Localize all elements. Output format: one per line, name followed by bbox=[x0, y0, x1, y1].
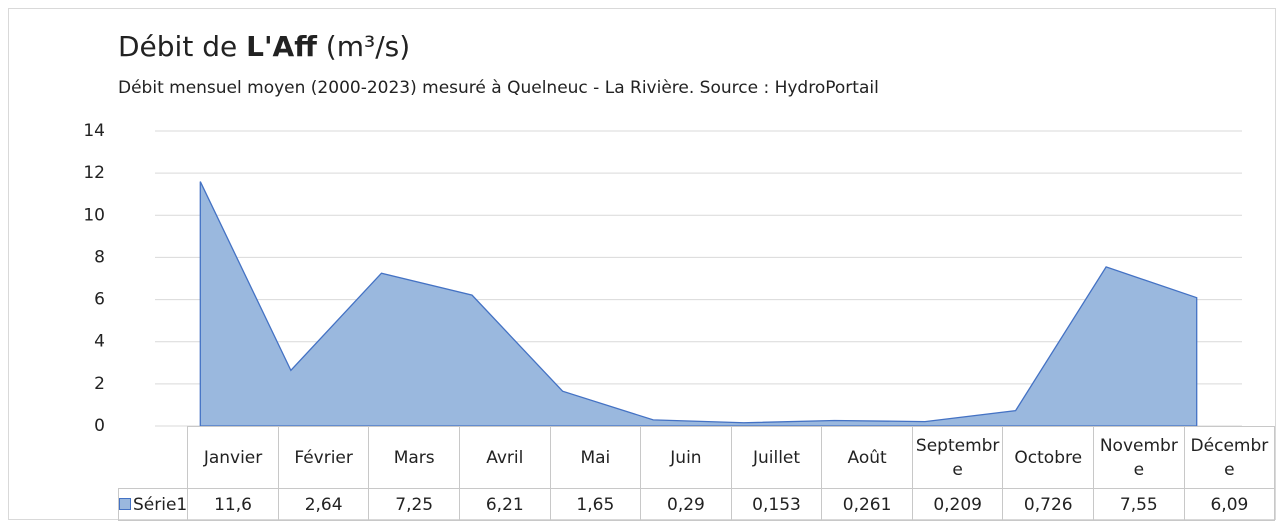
x-tick-label: Août bbox=[821, 426, 913, 489]
y-tick-label: 10 bbox=[83, 205, 105, 225]
legend-cell: Série1 bbox=[117, 488, 189, 521]
title-part: L'Aff bbox=[246, 30, 317, 63]
value-label: 7,55 bbox=[1093, 488, 1185, 521]
y-tick-label: 8 bbox=[94, 247, 105, 267]
x-tick-label: Février bbox=[277, 426, 370, 489]
y-tick-label: 4 bbox=[94, 332, 105, 352]
x-tick-label: Juin bbox=[640, 426, 732, 489]
value-label: 2,64 bbox=[277, 488, 370, 521]
y-tick-label: 0 bbox=[94, 416, 105, 436]
x-tick-label: Octobre bbox=[1002, 426, 1095, 489]
y-tick-label: 14 bbox=[83, 121, 105, 141]
x-tick-label: Mai bbox=[549, 426, 642, 489]
legend-swatch bbox=[119, 497, 131, 510]
title-part: (m³/s) bbox=[317, 30, 410, 63]
x-tick-label: Juillet bbox=[730, 426, 823, 489]
value-label: 7,25 bbox=[368, 488, 460, 521]
y-tick-label: 6 bbox=[94, 290, 105, 310]
value-label: 0,209 bbox=[911, 488, 1004, 521]
x-tick-label: Mars bbox=[368, 426, 460, 489]
value-label: 0,29 bbox=[640, 488, 732, 521]
x-tick-label: Septembre bbox=[911, 426, 1004, 489]
x-tick-label: Janvier bbox=[187, 426, 279, 489]
y-tick-label: 2 bbox=[94, 374, 105, 394]
value-label: 0,153 bbox=[730, 488, 823, 521]
value-label: 6,09 bbox=[1183, 488, 1276, 521]
legend-label: Série1 bbox=[133, 494, 188, 515]
y-tick-label: 12 bbox=[83, 163, 105, 183]
x-tick-label: Décembre bbox=[1183, 426, 1276, 489]
chart-subtitle: Débit mensuel moyen (2000-2023) mesuré à… bbox=[118, 78, 879, 98]
value-label: 0,726 bbox=[1002, 488, 1095, 521]
value-label: 0,261 bbox=[821, 488, 913, 521]
table-header-row: Janvier Février Mars Avril Mai Juin Juillet Aoû… bbox=[118, 426, 1276, 489]
title-part: Débit de bbox=[118, 30, 246, 63]
chart-title: Débit de L'Aff (m³/s) bbox=[118, 30, 410, 63]
x-tick-label: Novembre bbox=[1093, 426, 1185, 489]
area bbox=[199, 181, 1198, 427]
x-tick-label: Avril bbox=[458, 426, 551, 489]
value-label: 11,6 bbox=[187, 488, 279, 521]
table-corner bbox=[118, 426, 189, 489]
value-label: 1,65 bbox=[549, 488, 642, 521]
data-table: Janvier Février Mars Avril Mai Juin Juillet Aoû… bbox=[117, 426, 1276, 521]
table-value-row: Série1 11,6 2,64 7,25 6,21 1,65 0,29 0,153 0,261… bbox=[117, 488, 1276, 521]
value-label: 6,21 bbox=[458, 488, 551, 521]
